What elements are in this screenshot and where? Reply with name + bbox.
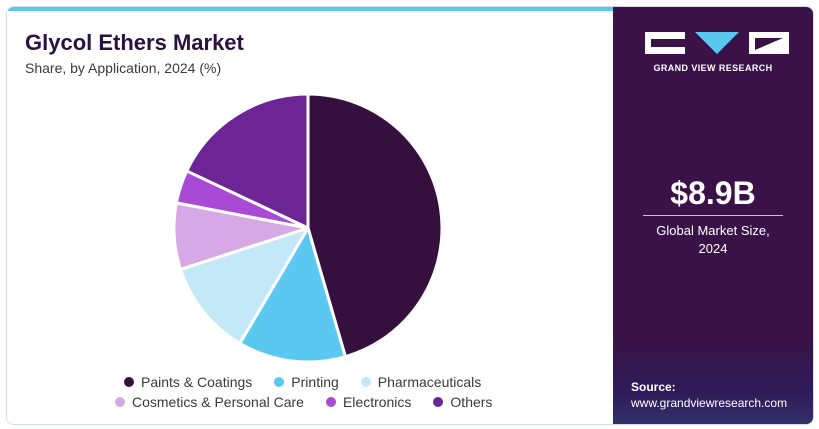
infographic-card: Glycol Ethers Market Share, by Applicati… — [6, 6, 814, 425]
legend-label: Printing — [291, 374, 339, 390]
pie-slice-pharmaceuticals — [179, 226, 310, 345]
accent-bar — [7, 7, 613, 11]
legend-label: Cosmetics & Personal Care — [132, 394, 304, 410]
legend-label: Paints & Coatings — [141, 374, 253, 390]
legend-swatch — [274, 377, 285, 387]
source-link[interactable]: www.grandviewresearch.com — [631, 396, 788, 410]
legend-item: Cosmetics & Personal Care — [115, 394, 304, 410]
legend-label: Electronics — [342, 394, 412, 410]
legend-item: Paints & Coatings — [124, 374, 252, 390]
legend-row: Paints & Coatings Printing Pharmaceuticals — [124, 374, 503, 390]
pie-slice-paints-coatings — [306, 92, 444, 359]
pie-chart — [172, 92, 444, 364]
legend-swatch — [433, 397, 444, 407]
market-size-label-line: 2024 — [698, 241, 728, 256]
divider — [643, 215, 783, 216]
chart-title: Glycol Ethers Market — [25, 30, 244, 55]
source-label: Source: — [631, 380, 676, 394]
panel-footer-band — [613, 339, 813, 424]
legend-label: Pharmaceuticals — [377, 374, 482, 390]
legend-swatch — [325, 397, 336, 407]
brand-name: GRAND VIEW RESEARCH — [653, 63, 773, 73]
legend-swatch — [124, 377, 134, 387]
legend-item: Pharmaceuticals — [360, 374, 482, 390]
summary-panel: GRAND VIEW RESEARCH $8.9B Global Market … — [613, 7, 813, 424]
legend-item: Printing — [274, 374, 339, 390]
legend-item: Electronics — [325, 394, 412, 410]
brand-logo — [645, 32, 789, 54]
chart-subtitle: Share, by Application, 2024 (%) — [25, 60, 222, 76]
legend-label: Others — [450, 394, 493, 410]
legend-swatch — [115, 397, 125, 407]
legend-swatch — [360, 377, 371, 387]
market-size-label: Global Market Size, 2024 — [613, 222, 813, 258]
legend-row: Cosmetics & Personal Care Electronics Othe… — [115, 394, 514, 410]
pie-slice-others — [185, 92, 310, 230]
chart-panel: Glycol Ethers Market Share, by Applicati… — [7, 7, 613, 424]
market-size-label-line: Global Market Size, — [656, 223, 770, 238]
pie-slice-printing — [238, 226, 347, 364]
market-size-value: $8.9B — [670, 175, 756, 211]
legend-item: Others — [433, 394, 492, 410]
